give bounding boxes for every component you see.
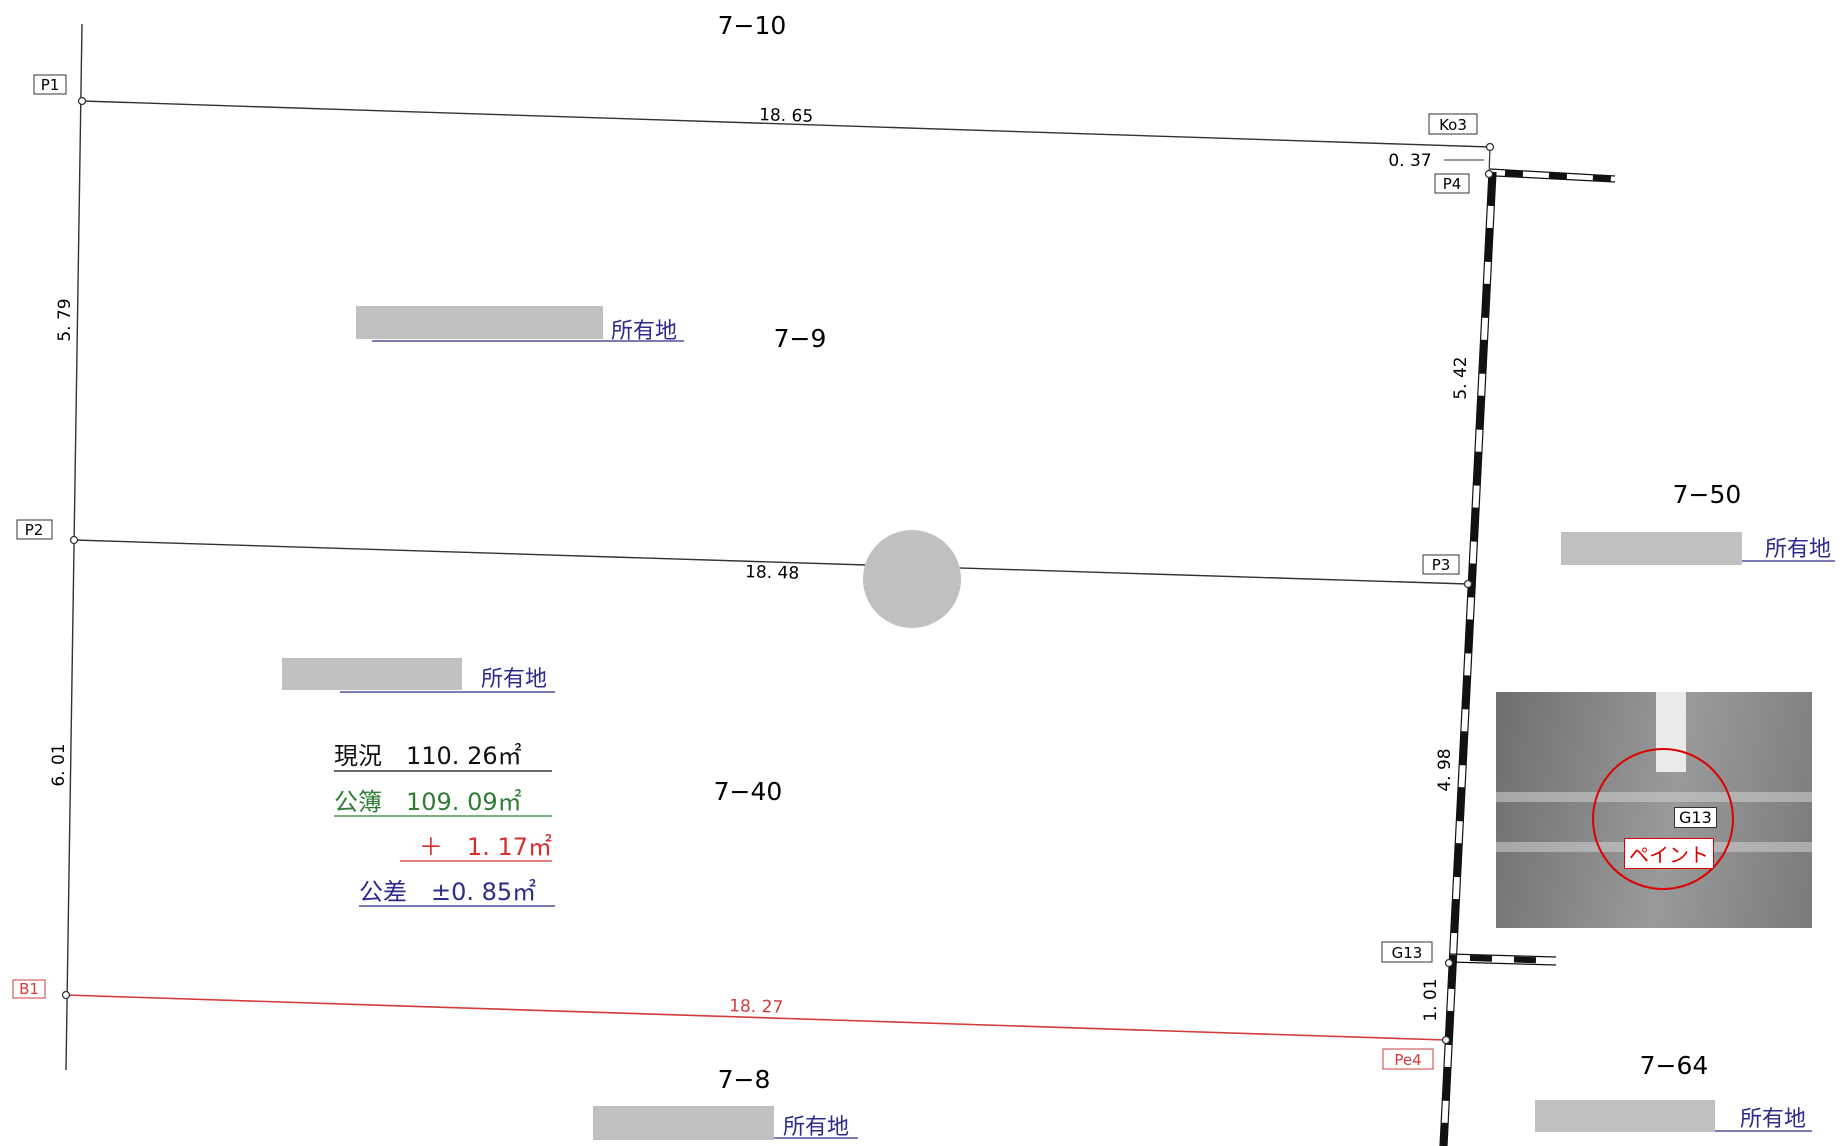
g13-marker-photo: G13 ペイント [1496,692,1812,928]
area-difference: ＋ 1. 17㎡ [419,833,552,861]
right-wall-outline-a [1439,171,1490,1146]
label-p2: P2 [25,521,44,539]
owner-name-redaction-7-64 [1535,1100,1715,1132]
label-p1: P1 [41,76,60,94]
label-ko3: Ko3 [1439,116,1467,134]
label-pe4: Pe4 [1394,1051,1421,1069]
distance-p1-p2: 5. 79 [55,298,75,341]
wall-branch-g13-dashes [1469,955,1557,964]
wall-branch-g13-b [1448,961,1557,966]
distance-p4-p3: 5. 42 [1451,356,1471,399]
point-p2-marker [69,535,79,545]
owner-name-redaction-7-9 [356,306,603,339]
middle-line-p2-p3 [73,539,1469,585]
point-p3-marker [1463,579,1473,589]
wall-branch-p4-dashes [1504,170,1616,182]
label-box-b1 [12,979,46,999]
point-p4-marker [1484,169,1494,179]
owner-label-7-9: 所有地 [611,319,677,344]
label-box-p2 [16,519,53,540]
photo-g13-tag: G13 [1674,807,1717,828]
owner-label-7-50: 所有地 [1765,537,1831,562]
point-g13-marker [1444,958,1454,968]
wall-branch-p4-b [1495,175,1616,183]
label-box-ko3 [1428,113,1478,135]
parcel-main-lower: 7−40 [714,777,783,806]
area-tolerance: 公差 ±0. 85㎡ [359,878,536,906]
distance-ko3-p4: 0. 37 [1388,151,1431,171]
distance-b1-pe4: 18. 27 [729,996,784,1018]
center-redaction-circle [863,530,961,628]
top-line-p1-ko3 [81,100,1491,148]
parcel-right-lower: 7−64 [1640,1051,1709,1080]
owner-name-redaction-7-50 [1561,532,1742,565]
wall-branch-p4-a [1489,168,1616,177]
distance-p2-p3: 18. 48 [745,562,800,584]
area-registry: 公簿 109. 09㎡ [334,788,522,816]
label-box-g13 [1381,941,1433,963]
owner-name-redaction-7-40 [282,658,462,690]
bottom-line-b1-pe4 [65,994,1447,1041]
label-box-p3 [1422,554,1460,575]
label-b1: B1 [19,980,39,998]
label-p4: P4 [1443,175,1462,193]
photo-highlight-circle [1592,748,1734,890]
left-boundary-line [65,23,83,1071]
parcel-top: 7−10 [718,11,787,40]
right-wall-outline-b [1446,171,1497,1146]
point-b1-marker [61,990,71,1000]
owner-label-7-64: 所有地 [1740,1107,1806,1132]
parcel-bottom: 7−8 [718,1065,771,1094]
label-box-p4 [1434,173,1470,194]
owner-name-redaction-7-8 [593,1106,774,1140]
photo-paint-label: ペイント [1624,838,1714,869]
label-box-p1 [33,74,67,95]
ko3-p4-short-line [1488,146,1491,175]
parcel-right-upper: 7−50 [1673,480,1742,509]
owner-label-7-8: 所有地 [783,1115,849,1140]
label-box-pe4 [1382,1048,1434,1070]
owner-label-7-40: 所有地 [481,667,547,692]
distance-p1-ko3: 18. 65 [759,105,814,127]
right-wall-dashes [1440,171,1496,1146]
wall-branch-g13-a [1448,953,1557,958]
area-current: 現況 110. 26㎡ [334,742,522,770]
distance-p3-g13: 4. 98 [1435,748,1455,791]
point-ko3-marker [1485,142,1495,152]
distance-p2-b1: 6. 01 [49,743,69,786]
parcel-main-upper: 7−9 [774,324,827,353]
point-pe4-marker [1441,1035,1451,1045]
point-p1-marker [77,96,87,106]
label-g13: G13 [1392,944,1423,962]
distance-g13-pe4: 1. 01 [1421,978,1441,1021]
label-p3: P3 [1432,556,1451,574]
